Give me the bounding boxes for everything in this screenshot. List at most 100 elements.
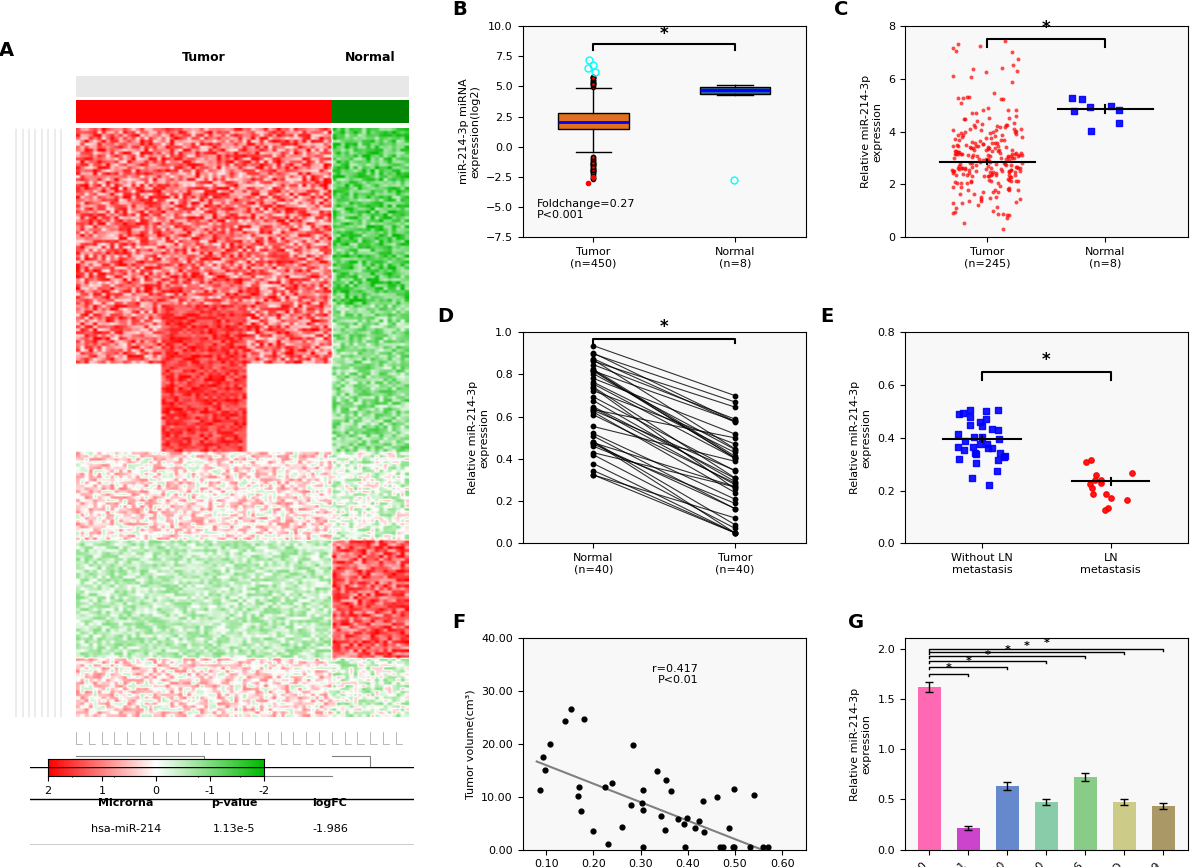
Point [647,764,666,778]
Point [953,160,972,174]
Point [1064,104,1084,118]
Point [583,457,602,471]
Point [996,157,1015,171]
Point [990,447,1009,460]
Point [979,111,998,125]
Point [962,150,982,164]
Point [725,478,744,492]
Point [977,143,996,157]
Point [540,737,559,751]
Point [1002,163,1021,177]
Point [1012,130,1031,144]
Point [583,407,602,421]
Point [947,138,966,152]
Point [991,134,1010,147]
Point [992,164,1012,178]
Point [960,122,979,136]
Point [947,144,966,158]
Point [634,840,653,854]
Point [998,172,1018,186]
Point [977,413,996,427]
Point [725,454,744,468]
Point [972,190,991,204]
Point [977,162,996,176]
Point [946,133,965,147]
Point [1008,52,1027,66]
Bar [956,827,980,850]
Point [1002,158,1021,172]
Point [602,776,622,790]
Point [1081,101,1100,114]
Point [973,137,992,151]
Point [960,166,979,179]
Point [583,384,602,398]
Point [966,447,985,460]
Point [583,448,602,462]
Point [613,820,632,834]
Point [1003,58,1022,72]
Point [1007,195,1026,209]
Point [952,176,971,190]
Point [1012,147,1031,161]
Point [1102,100,1121,114]
Point [960,403,979,417]
Point [583,400,602,414]
Point [943,164,962,178]
Point [1006,168,1025,182]
Point [1008,173,1027,187]
Point [988,464,1007,478]
Point [583,347,602,361]
Bar [1152,806,1175,850]
Point [971,39,990,53]
Point [562,702,581,716]
Point [725,492,744,506]
Point [950,96,970,110]
Point [668,812,688,826]
Point [1122,466,1141,479]
Point [962,157,982,171]
Point [583,353,602,367]
Text: r=0.417
P<0.01: r=0.417 P<0.01 [653,664,698,686]
Point [583,468,602,482]
Point [960,156,979,170]
Text: *: * [966,656,971,666]
Point [583,427,602,440]
Point [1094,504,1114,518]
Point [583,381,602,395]
Point [583,364,602,378]
Point [583,364,602,378]
Point [944,164,964,178]
Point [948,139,967,153]
Point [948,440,967,454]
Point [583,362,602,376]
Point [947,167,966,181]
Point [1081,125,1100,139]
Point [944,152,964,166]
Point [953,147,972,161]
Point [1006,160,1025,173]
Point [725,472,744,486]
Point [1110,103,1129,117]
Point [707,790,726,804]
Point [979,173,998,187]
Point [956,138,976,152]
Point [949,452,968,466]
Point [983,125,1002,139]
Point [944,179,964,193]
Point [959,90,978,104]
Point [971,155,990,169]
Point [678,812,697,825]
Point [583,405,602,419]
Text: -1.986: -1.986 [312,825,348,834]
Point [1002,143,1021,157]
Point [676,840,695,854]
Point [967,164,986,178]
Point [943,123,962,137]
Bar [76,76,408,96]
Point [996,140,1015,154]
Point [992,61,1012,75]
Point [956,126,976,140]
Point [961,174,980,188]
Point [988,139,1007,153]
Point [1102,492,1121,505]
